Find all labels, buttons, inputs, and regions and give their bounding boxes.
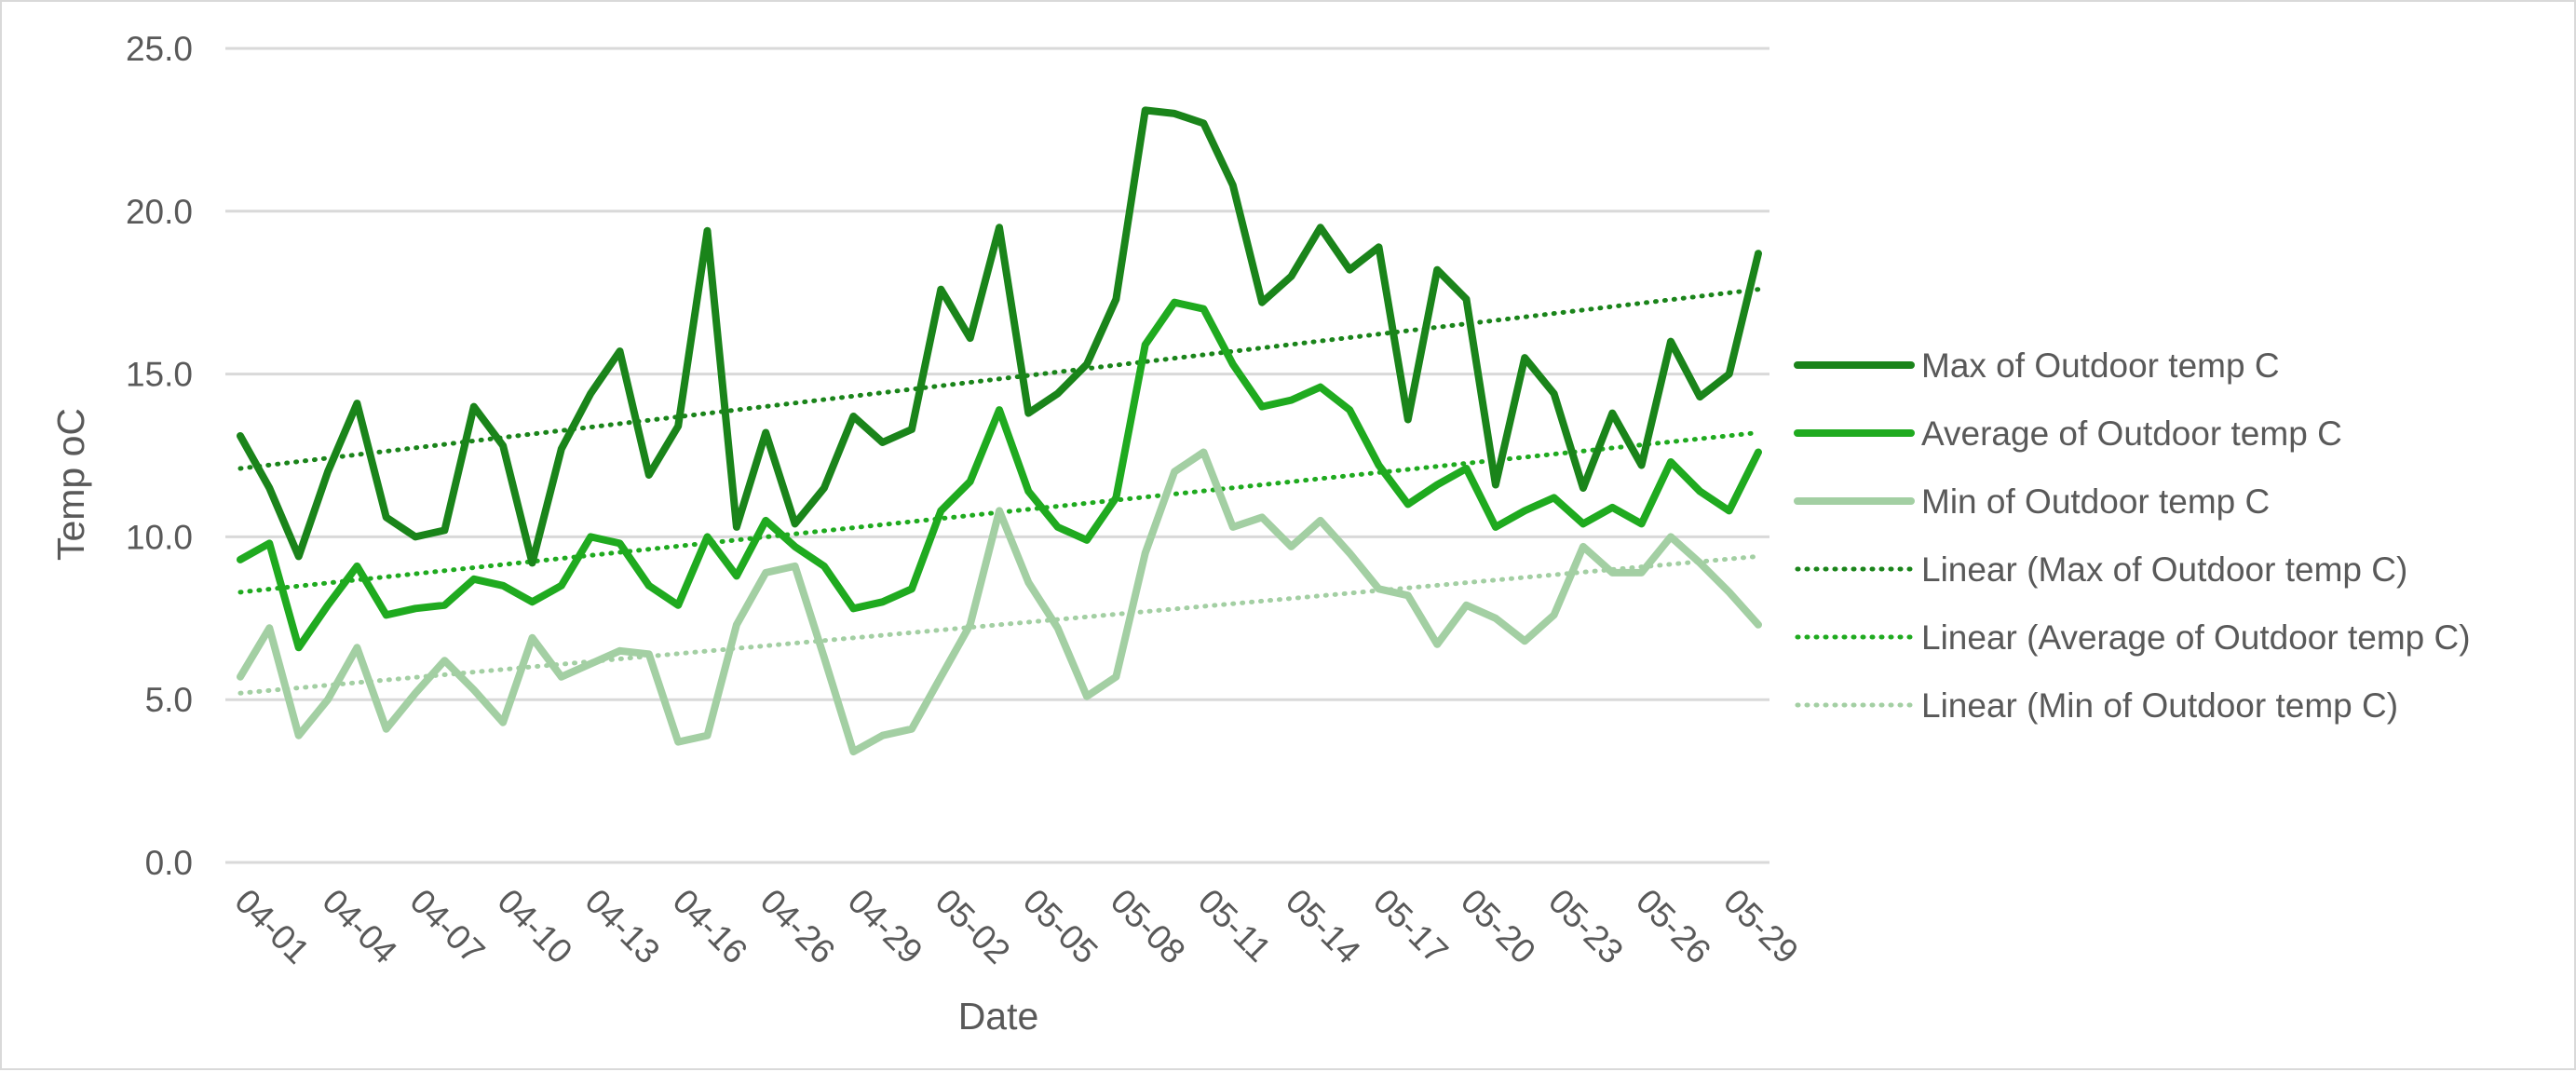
- x-tick-label: 04-26: [753, 882, 843, 971]
- trendline-3: [237, 287, 1761, 471]
- x-tick-label: 04-04: [315, 882, 404, 971]
- legend-label: Linear (Max of Outdoor temp C): [1921, 550, 2407, 589]
- legend: Max of Outdoor temp C Average of Outdoor …: [1794, 346, 2471, 725]
- x-tick-label: 05-23: [1541, 882, 1631, 971]
- legend-label: Linear (Average of Outdoor temp C): [1921, 618, 2471, 657]
- x-tick-label: 04-29: [841, 882, 930, 971]
- legend-label: Min of Outdoor temp C: [1921, 482, 2270, 521]
- x-tick-label: 05-29: [1716, 882, 1806, 971]
- x-tick-label: 04-07: [402, 882, 492, 971]
- series-lines: [237, 106, 1762, 756]
- y-tick-label: 10.0: [126, 518, 193, 556]
- x-tick-label: 04-01: [227, 882, 317, 971]
- y-axis-title: Temp oC: [49, 408, 92, 561]
- y-tick-label: 15.0: [126, 356, 193, 394]
- series-line-0: [237, 106, 1762, 567]
- y-tick-label: 0.0: [145, 844, 193, 882]
- legend-label: Average of Outdoor temp C: [1921, 414, 2342, 453]
- y-tick-label: 5.0: [145, 681, 193, 719]
- y-tick-label: 25.0: [126, 30, 193, 68]
- x-tick-label: 05-20: [1454, 882, 1543, 971]
- x-tick-label: 05-05: [1016, 882, 1105, 971]
- x-tick-label: 05-02: [929, 882, 1018, 971]
- y-tick-label: 20.0: [126, 193, 193, 231]
- x-tick-label: 05-14: [1279, 882, 1368, 971]
- x-tick-label: 04-13: [577, 882, 667, 971]
- y-axis-ticks: 0.0 5.0 10.0 15.0 20.0 25.0: [126, 30, 193, 882]
- x-tick-label: 05-08: [1104, 882, 1193, 971]
- x-tick-label: 04-16: [666, 882, 755, 971]
- series-line-1: [237, 298, 1762, 652]
- series-line-2: [237, 448, 1762, 756]
- x-tick-label: 05-26: [1629, 882, 1718, 971]
- legend-label: Linear (Min of Outdoor temp C): [1921, 686, 2398, 725]
- x-axis-title: Date: [958, 995, 1039, 1038]
- trendline-5: [237, 553, 1761, 696]
- x-axis-ticks: 04-0104-0404-0704-1004-1304-1604-2604-29…: [227, 882, 1806, 971]
- legend-label: Max of Outdoor temp C: [1921, 346, 2280, 385]
- x-tick-label: 05-11: [1191, 882, 1279, 970]
- x-tick-label: 04-10: [490, 882, 579, 971]
- x-tick-label: 05-17: [1366, 882, 1456, 971]
